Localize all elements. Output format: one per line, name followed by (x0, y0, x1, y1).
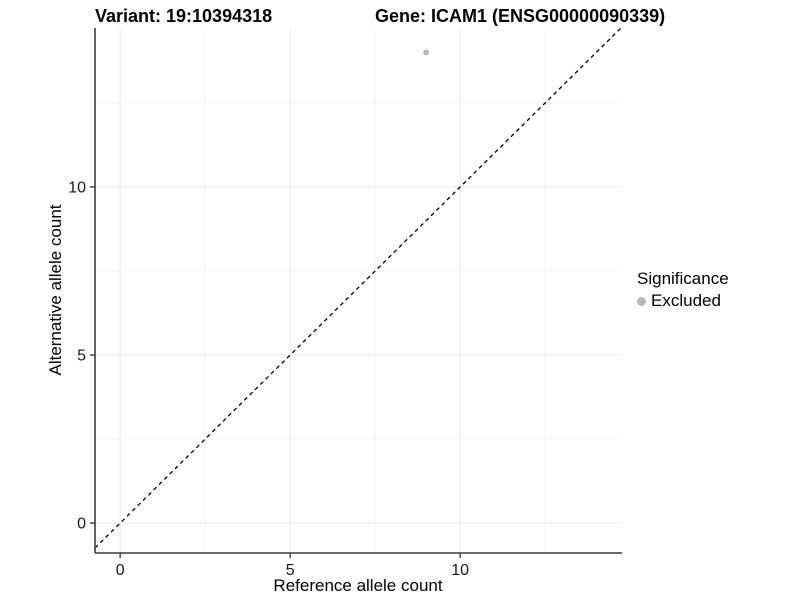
y-tick-label: 5 (77, 348, 86, 365)
x-tick-label: 10 (451, 562, 469, 579)
legend-title: Significance (637, 269, 729, 288)
data-point (423, 49, 430, 56)
x-tick-label: 5 (286, 562, 295, 579)
legend: Significance Excluded (637, 269, 729, 311)
y-tick-label: 0 (77, 516, 86, 533)
x-tick-label: 0 (116, 562, 125, 579)
identity-line (94, 27, 622, 549)
legend-entry: Excluded (637, 291, 729, 311)
y-axis-title: Alternative allele count (46, 204, 65, 376)
plot-title-variant: Variant: 19:10394318 (95, 6, 273, 26)
x-axis-title: Reference allele count (273, 576, 443, 595)
plot-title-gene: Gene: ICAM1 (ENSG00000090339) (375, 6, 666, 26)
legend-entries: Excluded (637, 289, 729, 311)
legend-entry-label: Excluded (651, 291, 721, 310)
y-tick-label: 10 (68, 179, 86, 196)
legend-key-dot-icon (637, 296, 646, 306)
